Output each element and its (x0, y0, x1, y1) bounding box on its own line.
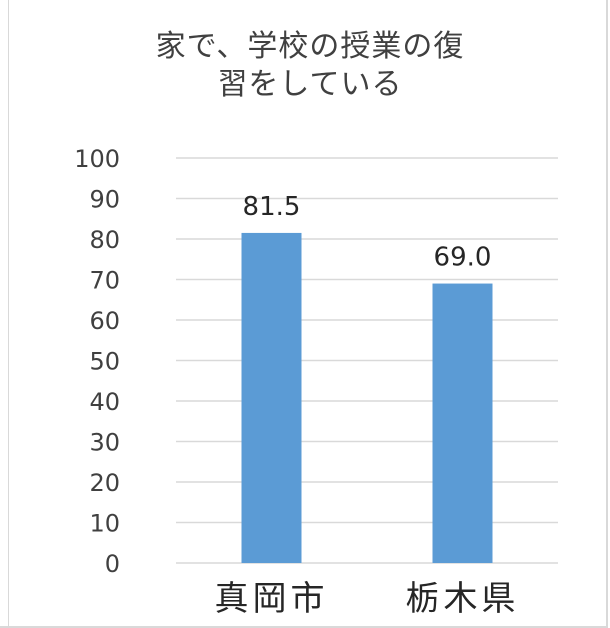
data-label-2: 69.0 (434, 243, 492, 273)
y-tick-label-100: 100 (74, 145, 120, 173)
y-tick-label-70: 70 (89, 267, 120, 295)
category-label-2: 栃木県 (406, 579, 520, 619)
y-tick-label-20: 20 (89, 469, 120, 497)
chart-title-line-2: 習をしている (217, 67, 403, 102)
y-tick-label-0: 0 (105, 550, 120, 578)
y-tick-label-80: 80 (89, 226, 120, 254)
bar-2 (432, 283, 493, 563)
bar-1 (241, 232, 302, 564)
y-tick-label-30: 30 (89, 429, 120, 457)
y-axis-ticks: 0 10 20 30 40 50 60 70 80 90 100 (74, 145, 120, 578)
chart-title: 家で、学校の授業の復 習をしている (80, 28, 540, 104)
category-label-1: 真岡市 (215, 579, 329, 619)
bars (241, 232, 493, 564)
gridlines (176, 157, 558, 564)
y-tick-label-60: 60 (89, 307, 120, 335)
y-tick-label-10: 10 (89, 510, 120, 538)
y-tick-label-40: 40 (89, 388, 120, 416)
data-label-1: 81.5 (243, 192, 301, 222)
data-labels: 81.5 69.0 (243, 192, 492, 273)
chart-left-border (8, 0, 9, 628)
chart-title-line-1: 家で、学校の授業の復 (155, 29, 465, 64)
y-tick-label-50: 50 (89, 348, 120, 376)
y-tick-label-90: 90 (89, 186, 120, 214)
x-axis-categories: 真岡市 栃木県 (215, 579, 520, 619)
